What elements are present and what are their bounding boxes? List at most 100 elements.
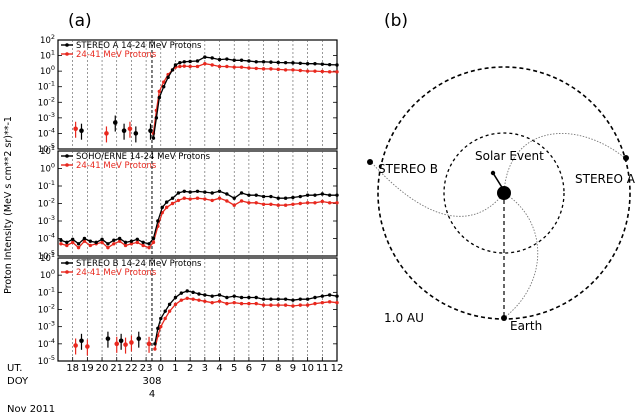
data-point <box>320 300 325 305</box>
data-point <box>178 60 182 65</box>
data-point <box>129 239 134 243</box>
data-point <box>283 203 288 207</box>
data-point <box>335 201 339 205</box>
data-point <box>225 301 229 306</box>
data-point <box>305 69 310 73</box>
data-point <box>59 242 63 246</box>
data-point <box>298 61 302 65</box>
data-point <box>188 64 192 69</box>
series-line <box>154 297 338 350</box>
data-point <box>167 302 172 307</box>
data-point <box>156 326 160 331</box>
data-point <box>261 194 266 199</box>
data-point <box>217 189 222 193</box>
data-point <box>247 301 251 306</box>
data-point <box>225 192 229 196</box>
data-point <box>162 80 166 84</box>
data-point <box>269 303 273 307</box>
data-point <box>320 192 325 196</box>
data-point <box>210 63 214 67</box>
y-tick-label: 10-3 <box>38 320 55 333</box>
data-point <box>164 205 169 210</box>
data-point <box>217 299 222 304</box>
legend-label: 24-41 MeV Protons <box>76 268 157 278</box>
legend-swatch-dot <box>65 154 69 158</box>
stereo-a-label: STEREO A <box>575 172 636 186</box>
y-tick-label: 10-2 <box>38 197 55 210</box>
legend-label: 24-41 MeV Protons <box>76 161 157 171</box>
x-tick-label: 2 <box>187 363 193 374</box>
y-tick-label: 10-4 <box>38 337 55 350</box>
data-point <box>327 293 332 297</box>
data-point <box>112 242 116 246</box>
y-tick-label: 102 <box>40 33 55 46</box>
data-point <box>170 196 175 200</box>
data-point <box>335 193 339 197</box>
data-point <box>239 191 244 195</box>
data-point <box>305 303 310 307</box>
legend-swatch-dot <box>65 270 69 274</box>
data-point <box>70 240 75 245</box>
data-point <box>70 237 75 242</box>
data-point <box>106 245 110 250</box>
data-point <box>320 69 325 74</box>
data-point <box>283 303 288 307</box>
data-point <box>88 243 93 248</box>
legend-label: SOHO/ERNE 14-24 MeV Protons <box>76 152 211 162</box>
data-point <box>283 60 288 65</box>
data-point <box>76 245 81 250</box>
x-tick-label: 20 <box>96 363 109 374</box>
data-point <box>141 240 145 245</box>
precursor-point <box>146 341 152 347</box>
earth-dot <box>501 315 507 321</box>
y-tick-label: 10-5 <box>38 354 55 367</box>
data-point <box>298 194 302 199</box>
data-point <box>313 201 317 205</box>
x-tick-label: 23 <box>140 363 153 374</box>
data-point <box>179 298 184 302</box>
precursor-point <box>114 341 120 347</box>
orbit-inner <box>443 132 565 254</box>
data-point <box>239 301 244 306</box>
data-point <box>276 60 280 65</box>
data-point <box>191 297 195 301</box>
data-point <box>232 196 236 200</box>
data-point <box>163 309 167 313</box>
data-point <box>305 193 310 197</box>
data-point <box>269 202 273 207</box>
data-point <box>291 68 295 72</box>
data-point <box>210 198 214 203</box>
data-point <box>276 196 280 200</box>
data-point <box>100 240 104 245</box>
field-line-earth <box>503 192 539 319</box>
data-point <box>269 297 273 301</box>
legend-label: 24-41 MeV Protons <box>76 50 157 60</box>
sun <box>497 186 511 200</box>
data-point <box>276 303 280 307</box>
y-tick-label: 10-4 <box>38 126 55 139</box>
data-point <box>283 68 288 72</box>
data-point <box>225 57 229 61</box>
x-tick-label: 19 <box>81 363 94 374</box>
data-point <box>182 64 186 68</box>
data-point <box>210 300 214 305</box>
data-point <box>210 56 214 60</box>
plot-frame <box>57 39 338 150</box>
data-point <box>217 293 222 297</box>
x-tick-label: 12 <box>331 363 344 374</box>
y-tick-label: 10-3 <box>38 111 55 124</box>
data-point <box>247 201 251 205</box>
y-tick-label: 10-2 <box>38 303 55 316</box>
data-point <box>269 194 273 199</box>
series-line <box>152 56 338 139</box>
data-point <box>82 239 87 243</box>
y-tick-label: 10-4 <box>38 232 55 245</box>
y-tick-label: 10-1 <box>38 285 55 298</box>
precursor-point <box>85 344 90 349</box>
data-point <box>327 70 332 74</box>
data-point <box>203 190 207 194</box>
x-tick-label: 10 <box>301 363 314 374</box>
x-tick-label: 22 <box>125 363 138 374</box>
data-point <box>217 64 222 69</box>
data-point <box>232 58 236 62</box>
